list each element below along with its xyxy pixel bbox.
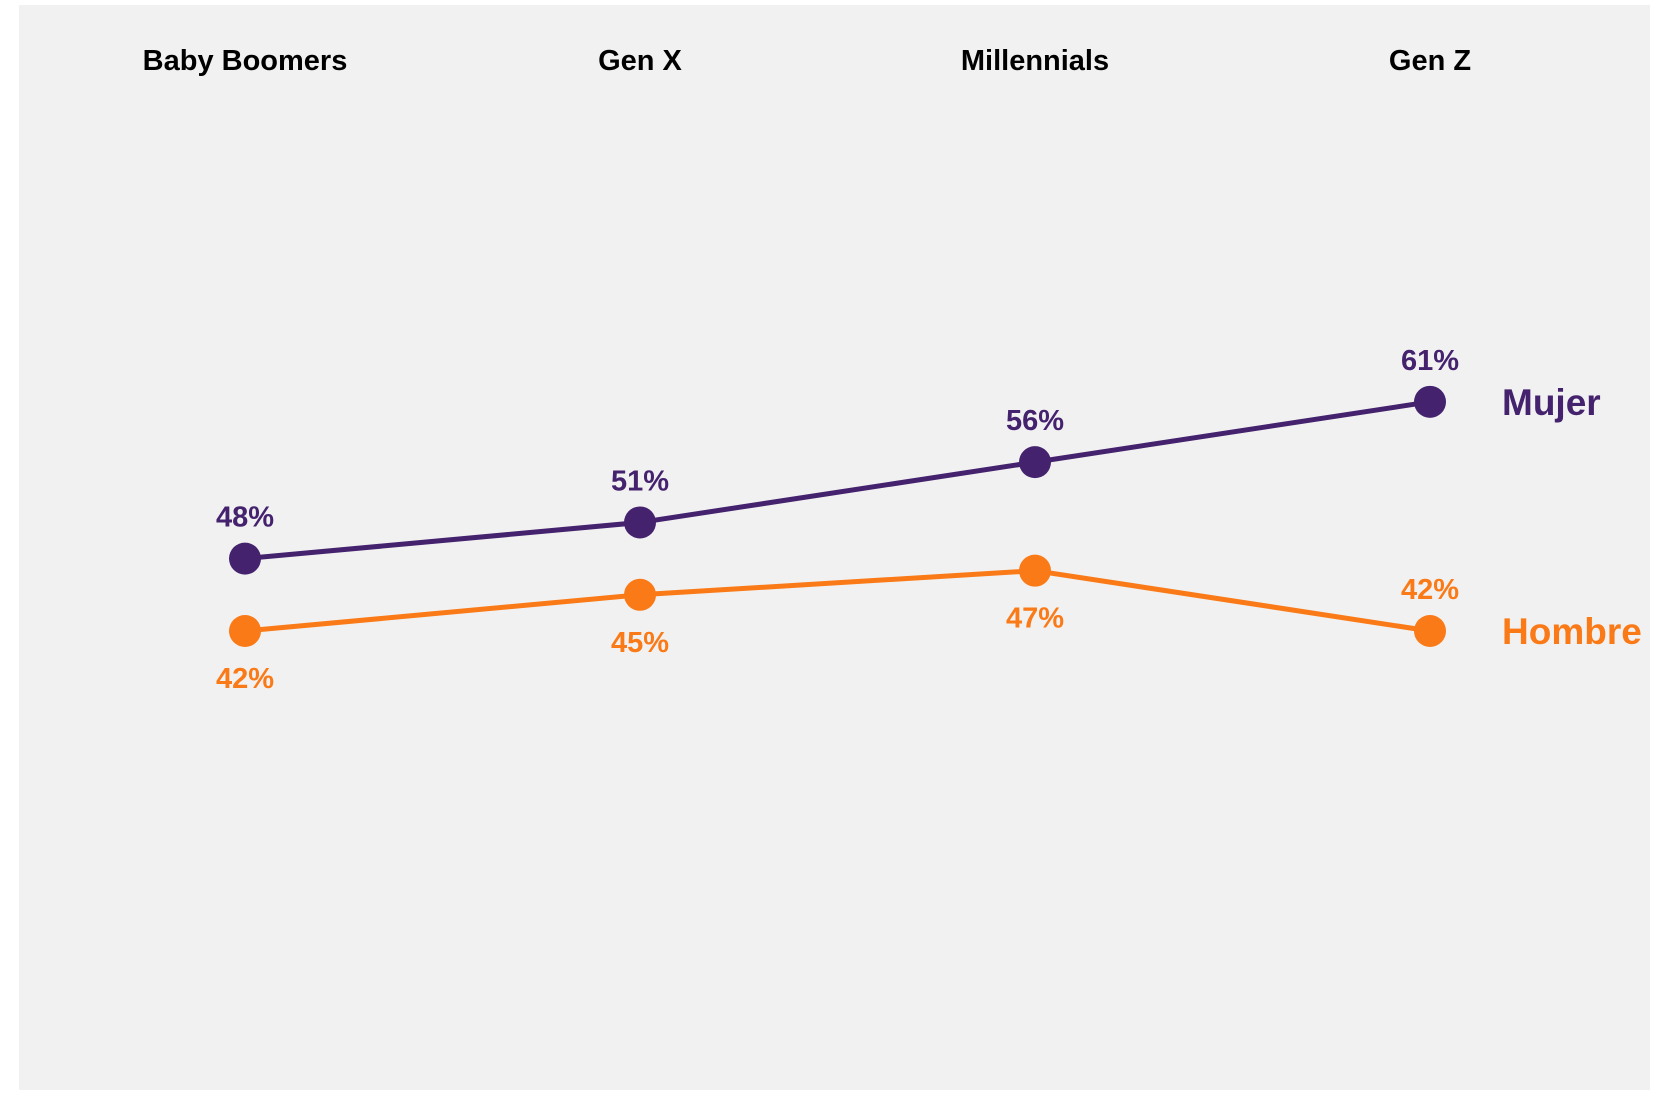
data-label-mujer: 61% (1401, 345, 1459, 377)
series-points (229, 385, 1446, 647)
data-label-mujer: 48% (216, 502, 274, 534)
category-label: Gen X (598, 45, 682, 77)
data-label-hombre: 42% (1401, 574, 1459, 606)
data-point-mujer (624, 506, 656, 539)
series-lines (244, 399, 1431, 634)
data-label-mujer: 51% (611, 465, 669, 497)
series-name-mujer: Mujer (1502, 382, 1601, 423)
chart-panel (19, 5, 1650, 1090)
data-point-hombre (229, 614, 261, 647)
data-point-hombre (1414, 614, 1446, 647)
data-point-hombre (1019, 554, 1051, 587)
data-point-hombre (624, 578, 656, 611)
data-point-mujer (1019, 446, 1051, 479)
data-label-hombre: 47% (1006, 603, 1064, 635)
series-name-hombre: Hombre (1502, 611, 1642, 652)
data-label-hombre: 42% (216, 663, 274, 695)
series-name-labels: Mujer Hombre (1502, 382, 1642, 652)
category-label: Gen Z (1389, 45, 1471, 77)
series-line-hombre (244, 568, 1431, 634)
category-labels: Baby Boomers Gen X Millennials Gen Z (143, 45, 1471, 77)
category-label: Baby Boomers (143, 45, 348, 77)
category-label: Millennials (961, 45, 1109, 77)
data-point-mujer (1414, 385, 1446, 418)
data-point-mujer (229, 542, 261, 575)
data-label-hombre: 45% (611, 627, 669, 659)
data-labels: 48% 51% 56% 61% 42% 45% 47% 42% (216, 345, 1459, 695)
series-line-mujer (244, 399, 1431, 562)
data-label-mujer: 56% (1006, 405, 1064, 437)
